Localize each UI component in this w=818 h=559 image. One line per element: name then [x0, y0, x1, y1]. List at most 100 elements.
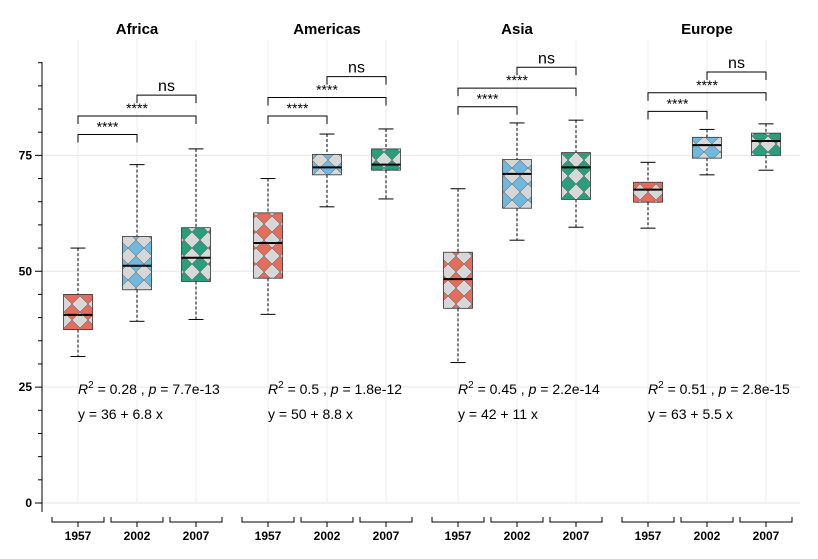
- box-2007: [561, 119, 591, 228]
- significance-label: ns: [728, 55, 745, 72]
- r2-p-annotation: R2 = 0.45 , p = 2.2e-14: [458, 380, 600, 397]
- bracket-line: [647, 110, 708, 120]
- y-tick-label: 0: [25, 496, 32, 510]
- box-2002: [502, 122, 532, 241]
- significance-label: ****: [477, 91, 499, 107]
- x-tick-1957: 1957: [621, 517, 675, 543]
- x-tick-1957: 1957: [51, 517, 105, 543]
- x-tick-label: 2007: [373, 529, 400, 543]
- comparison-bracket: ****: [457, 72, 577, 97]
- facet-title: Asia: [501, 21, 533, 38]
- x-tick-label: 2002: [314, 529, 341, 543]
- r2-p-annotation: R2 = 0.5 , p = 1.8e-12: [268, 380, 402, 397]
- bracket-line: [457, 87, 577, 97]
- x-tick-2007: 2007: [549, 517, 603, 543]
- iqr-box: [253, 212, 283, 279]
- r2-p-annotation: R2 = 0.51 , p = 2.8e-15: [648, 380, 790, 397]
- bracket-line: [267, 115, 328, 124]
- iqr-box: [371, 148, 401, 171]
- regression-equation: y = 42 + 11 x: [458, 406, 538, 422]
- y-axis: 0 25 50 75: [19, 62, 43, 512]
- iqr-box: [502, 159, 532, 209]
- iqr-box: [181, 227, 211, 282]
- significance-label: ns: [158, 78, 175, 95]
- facets: Africa **** **** ns R2 = 0.28 , p = 7.7e-13 y…: [51, 21, 793, 543]
- x-tick-label: 1957: [445, 529, 472, 543]
- facet-title: Europe: [681, 21, 733, 38]
- significance-label: ****: [316, 81, 338, 97]
- x-tick-label: 1957: [65, 529, 92, 543]
- box-1957: [63, 247, 93, 358]
- bracket-line: [457, 106, 518, 115]
- x-tick-label: 2007: [183, 529, 210, 543]
- comparison-bracket: ns: [706, 55, 767, 80]
- bracket-line: [136, 94, 197, 104]
- iqr-box: [561, 152, 591, 200]
- comparison-bracket: ****: [647, 77, 767, 101]
- iqr-box: [312, 154, 342, 176]
- facet-europe: Europe **** **** ns R2 = 0.51 , p = 2.8e-15 y…: [621, 21, 793, 543]
- y-tick-label: 25: [19, 380, 33, 394]
- x-tick-label: 1957: [255, 529, 282, 543]
- comparison-bracket: ****: [267, 81, 387, 106]
- significance-label: ****: [126, 100, 148, 116]
- comparison-bracket: ****: [647, 95, 708, 120]
- bracket-line: [267, 96, 387, 106]
- comparison-bracket: ****: [267, 100, 328, 124]
- facet-africa: Africa **** **** ns R2 = 0.28 , p = 7.7e-13 y…: [51, 21, 223, 543]
- iqr-box: [443, 251, 473, 309]
- box-2007: [181, 148, 211, 320]
- x-tick-2002: 2002: [110, 517, 164, 543]
- box-2007: [371, 128, 401, 200]
- significance-label: ns: [538, 50, 555, 67]
- bracket-line: [77, 134, 138, 143]
- iqr-box: [751, 132, 781, 156]
- box-2007: [751, 123, 781, 171]
- box-2002: [692, 128, 722, 176]
- facet-asia: Asia **** **** ns R2 = 0.45 , p = 2.2e-14 y =…: [431, 21, 603, 543]
- y-tick-label: 50: [19, 264, 33, 278]
- regression-equation: y = 50 + 8.8 x: [268, 406, 353, 422]
- x-tick-label: 2002: [694, 529, 721, 543]
- box-1957: [253, 178, 283, 315]
- facet-americas: Americas **** **** ns R2 = 0.5 , p = 1.8e-12…: [241, 21, 413, 543]
- x-tick-2007: 2007: [359, 517, 413, 543]
- bracket-line: [516, 66, 577, 76]
- y-tick-label: 75: [19, 148, 33, 162]
- bracket-line: [326, 76, 387, 85]
- significance-label: ****: [97, 119, 119, 135]
- r2-p-annotation: R2 = 0.28 , p = 7.7e-13: [78, 380, 220, 397]
- x-tick-label: 2007: [753, 529, 780, 543]
- box-1957: [633, 161, 663, 229]
- significance-label: ns: [348, 60, 365, 77]
- comparison-bracket: ****: [77, 100, 197, 124]
- x-tick-1957: 1957: [431, 517, 485, 543]
- x-tick-2007: 2007: [169, 517, 223, 543]
- iqr-box: [122, 236, 152, 291]
- bracket-line: [706, 71, 767, 80]
- x-tick-label: 2007: [563, 529, 590, 543]
- x-tick-1957: 1957: [241, 517, 295, 543]
- comparison-bracket: ns: [326, 60, 387, 85]
- bracket-line: [77, 115, 197, 124]
- regression-equation: y = 36 + 6.8 x: [78, 406, 163, 422]
- box-1957: [443, 188, 473, 364]
- comparison-bracket: ns: [136, 78, 197, 104]
- x-tick-2002: 2002: [300, 517, 354, 543]
- significance-label: ****: [696, 77, 718, 93]
- comparison-bracket: ns: [516, 50, 577, 76]
- x-tick-2002: 2002: [680, 517, 734, 543]
- significance-label: ****: [287, 100, 309, 116]
- comparison-bracket: ****: [77, 119, 138, 143]
- regression-equation: y = 63 + 5.5 x: [648, 406, 733, 422]
- x-tick-2002: 2002: [490, 517, 544, 543]
- iqr-box: [633, 181, 663, 203]
- bracket-line: [647, 92, 767, 101]
- x-tick-label: 1957: [635, 529, 662, 543]
- facet-title: Americas: [293, 21, 361, 38]
- iqr-box: [63, 294, 93, 331]
- facet-title: Africa: [116, 21, 159, 38]
- x-tick-label: 2002: [124, 529, 151, 543]
- significance-label: ****: [667, 95, 689, 111]
